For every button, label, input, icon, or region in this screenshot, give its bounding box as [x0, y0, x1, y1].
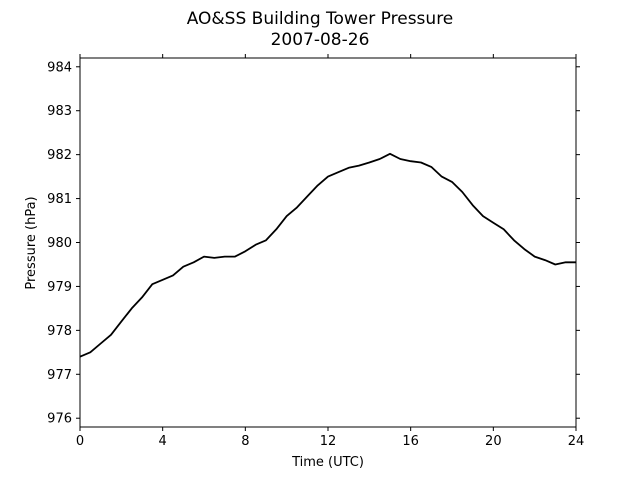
y-tick-label: 983: [47, 104, 72, 119]
x-tick-label: 8: [241, 434, 249, 449]
y-tick-label: 978: [47, 324, 72, 339]
x-tick-label: 4: [159, 434, 167, 449]
y-tick-label: 981: [47, 192, 72, 207]
x-tick-label: 20: [485, 434, 502, 449]
y-tick-label: 976: [47, 412, 72, 427]
x-tick-label: 0: [76, 434, 84, 449]
y-tick-label: 979: [47, 280, 72, 295]
y-axis-ticks: 976 977 978 979 980 981 982 983 984: [47, 60, 580, 427]
x-tick-label: 12: [320, 434, 337, 449]
x-axis-label: Time (UTC): [291, 455, 364, 470]
y-tick-label: 980: [47, 236, 72, 251]
plot-area-frame: [79, 57, 577, 428]
y-tick-label: 984: [47, 60, 72, 75]
pressure-series-line: [79, 152, 576, 358]
chart-title: AO&SS Building Tower Pressure: [187, 9, 454, 29]
x-axis-ticks: 0 4 8 12 16 20 24: [76, 54, 584, 449]
x-tick-label: 16: [402, 434, 419, 449]
chart-subtitle: 2007-08-26: [271, 30, 370, 50]
y-tick-label: 977: [47, 368, 72, 383]
y-tick-label: 982: [47, 148, 72, 163]
y-axis-label: Pressure (hPa): [24, 196, 39, 289]
x-tick-label: 24: [568, 434, 585, 449]
